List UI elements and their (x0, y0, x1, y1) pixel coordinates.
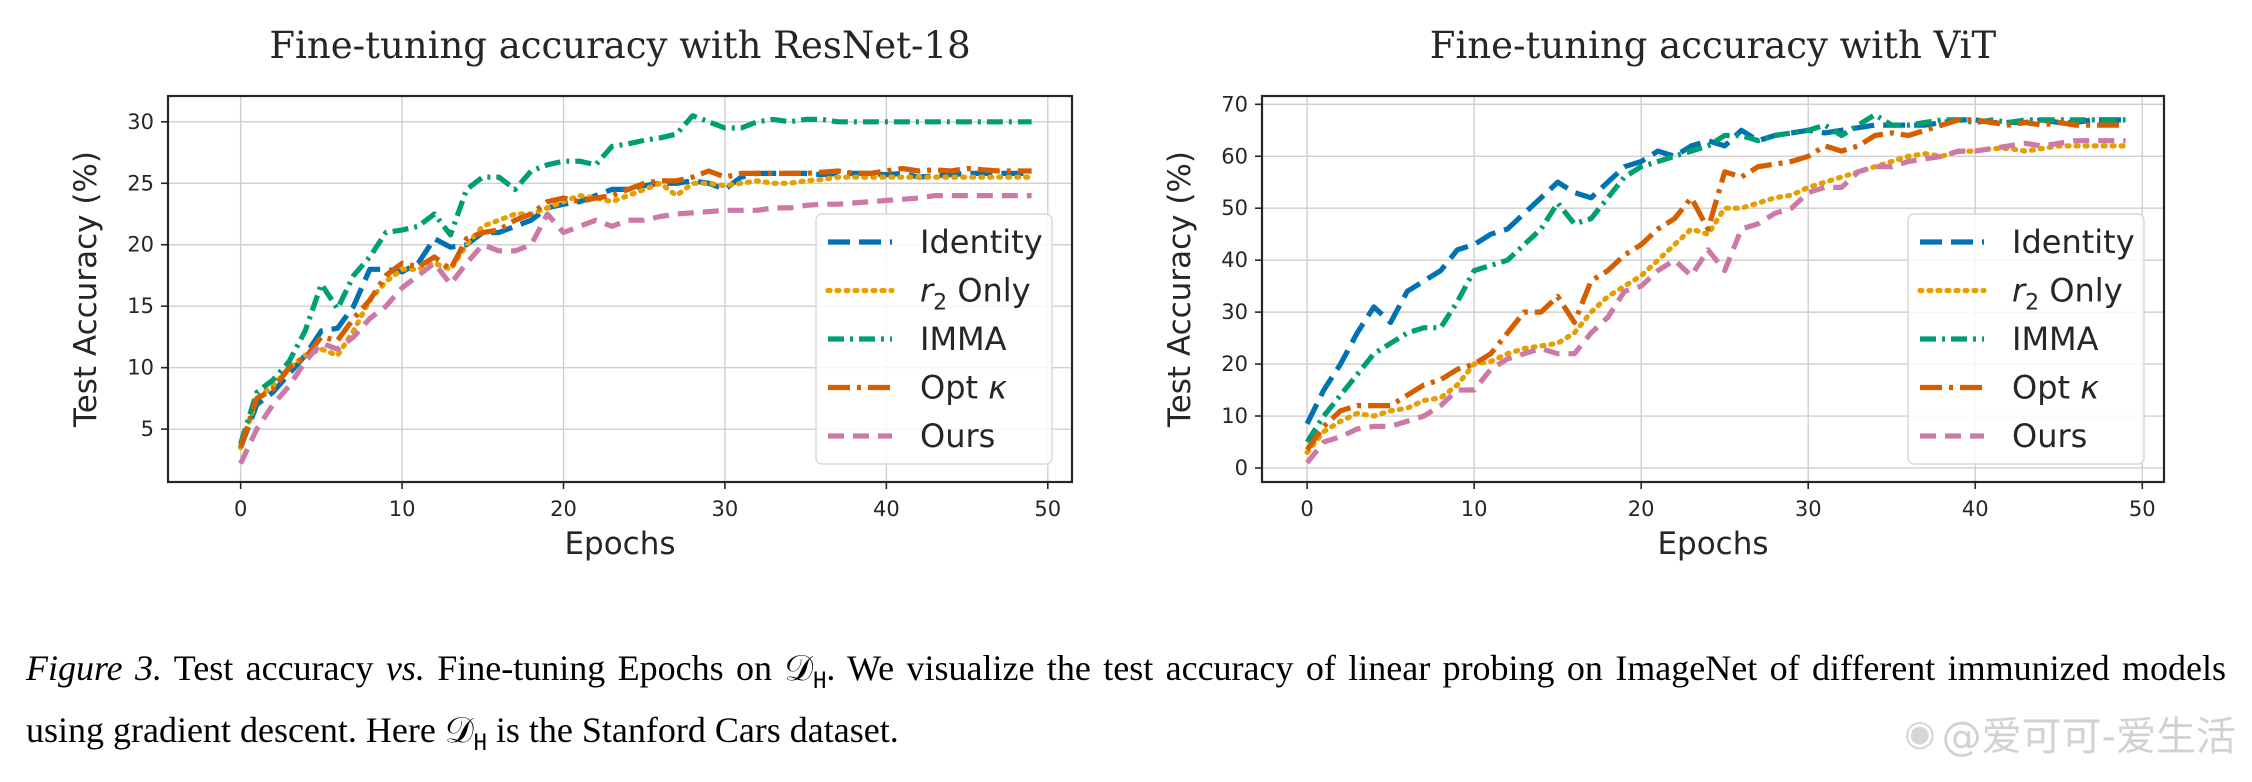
series-line-imma (238, 113, 1032, 445)
x-tick-label: 30 (712, 497, 739, 521)
x-tick-label: 0 (1300, 497, 1313, 521)
ticks: 0 10 20 30 40 50 0 10 20 30 40 50 60 70 (1221, 92, 2155, 521)
legend-label: r2 Only (920, 272, 1031, 316)
x-tick-label: 20 (1628, 497, 1655, 521)
resnet18-chart: 0 10 20 30 40 50 5 10 15 20 25 30 Fine-tuning accura… (68, 24, 1074, 562)
vit-chart: 0 10 20 30 40 50 0 10 20 30 40 50 60 70 Fine-tuning ac… (1162, 24, 2166, 562)
legend-label: IMMA (2012, 320, 2099, 358)
caption-vs: vs. (385, 648, 425, 688)
legend-label: Opt κ (920, 369, 1007, 407)
chart-title: Fine-tuning accuracy with ViT (1430, 24, 1997, 67)
x-tick-label: 20 (550, 497, 577, 521)
legend: Identity r2 Only IMMA Opt κ Ours (1907, 213, 2145, 465)
chart-title: Fine-tuning accuracy with ResNet-18 (269, 24, 970, 67)
caption-text-b: Fine-tuning Epochs on (424, 648, 785, 688)
x-tick-label: 50 (2129, 497, 2156, 521)
dh-symbol: 𝒟 (784, 648, 814, 688)
x-tick-label: 0 (234, 497, 247, 521)
series-line-identity (238, 170, 1032, 449)
y-tick-label: 5 (141, 417, 154, 441)
caption-text-c: . We visualize the test accuracy of line… (26, 648, 2226, 751)
legend: Identity r2 Only IMMA Opt κ Ours (815, 213, 1053, 465)
legend-label: Opt κ (2012, 369, 2099, 407)
figure-label: Figure 3. (26, 648, 163, 688)
series-line-opt- (238, 165, 1032, 449)
series-group (238, 113, 1035, 465)
dh-symbol-2: 𝒟 (444, 710, 474, 751)
series-group (1304, 112, 2129, 465)
legend-box (815, 213, 1053, 465)
dh-subscript-2: H (473, 731, 487, 757)
legend-box (1907, 213, 2145, 465)
caption-text-d: is the Stanford Cars dataset. (486, 710, 899, 751)
legend-label: r2 Only (2012, 272, 2123, 316)
plot-frame (1260, 94, 2166, 484)
y-tick-label: 20 (127, 233, 154, 257)
y-tick-label: 30 (127, 110, 154, 134)
legend-label: Ours (920, 417, 995, 455)
ticks: 0 10 20 30 40 50 5 10 15 20 25 30 (127, 110, 1061, 521)
x-tick-label: 50 (1034, 497, 1061, 521)
x-tick-label: 30 (1795, 497, 1822, 521)
figure-charts: 0 10 20 30 40 50 5 10 15 20 25 30 Fine-tuning accura… (68, 24, 2166, 562)
y-tick-label: 50 (1221, 196, 1248, 220)
weibo-icon: ◉ (1904, 712, 1936, 754)
figure-caption: Figure 3. Test accuracy vs. Fine-tuning … (26, 644, 2226, 768)
y-tick-label: 30 (1221, 300, 1248, 324)
legend-label: Ours (2012, 417, 2087, 455)
watermark: ◉ @爱可可-爱生活 (1904, 704, 2236, 762)
legend-label: Identity (920, 223, 1043, 261)
x-axis-label: Epochs (1657, 526, 1768, 562)
y-axis-label: Test Accuracy (%) (68, 151, 104, 428)
x-tick-label: 10 (389, 497, 416, 521)
x-tick-label: 40 (873, 497, 900, 521)
caption-text-a: Test accuracy (162, 648, 386, 688)
plot-frame (166, 94, 1074, 484)
x-axis-label: Epochs (564, 526, 675, 562)
watermark-text: @爱可可-爱生活 (1941, 714, 2236, 760)
y-tick-label: 15 (127, 294, 154, 318)
x-tick-label: 10 (1461, 497, 1488, 521)
legend-label: IMMA (920, 320, 1007, 358)
y-tick-label: 25 (127, 171, 154, 195)
y-tick-label: 60 (1221, 144, 1248, 168)
y-tick-label: 0 (1235, 456, 1248, 480)
legend-label: Identity (2012, 223, 2135, 261)
series-line-opt- (1304, 117, 2126, 452)
y-tick-label: 10 (127, 356, 154, 380)
y-tick-label: 40 (1221, 248, 1248, 272)
y-tick-label: 70 (1221, 92, 1248, 116)
dh-subscript: H (813, 669, 827, 695)
series-line-ours (1305, 138, 2126, 465)
y-tick-label: 10 (1221, 404, 1248, 428)
x-tick-label: 40 (1962, 497, 1989, 521)
y-tick-label: 20 (1221, 352, 1248, 376)
series-line-ours (238, 193, 1032, 465)
y-axis-label: Test Accuracy (%) (1162, 151, 1198, 428)
